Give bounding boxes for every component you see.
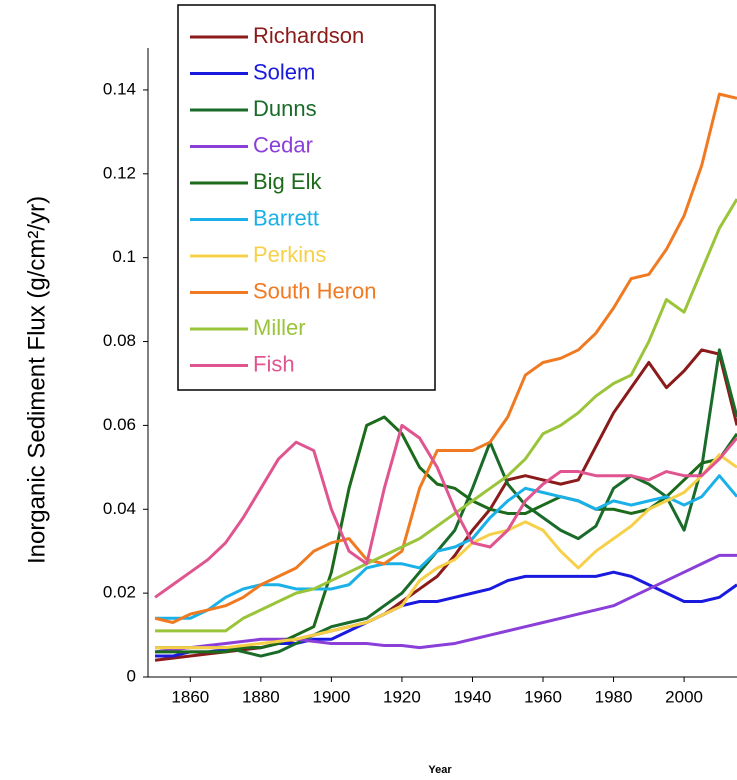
series-line [154, 348, 737, 662]
x-tick-label: 1860 [171, 687, 209, 706]
x-tick-label: 1980 [595, 687, 633, 706]
y-tick-label: 0 [127, 666, 136, 685]
series-line [155, 474, 737, 620]
legend-box [177, 4, 436, 391]
legend-label: Solem [253, 59, 315, 84]
series-line [155, 415, 737, 654]
y-tick-label: 0.08 [103, 331, 136, 350]
y-tick-label: 0.12 [103, 163, 136, 182]
legend-label: Fish [253, 351, 295, 376]
x-axis-label: Year [428, 764, 452, 776]
series-line [155, 348, 737, 658]
y-tick-label: 0.06 [103, 415, 136, 434]
series-line [155, 198, 737, 633]
legend-label: South Heron [253, 278, 377, 303]
legend-label: Barrett [253, 205, 319, 230]
x-tick-label: 2000 [665, 687, 703, 706]
series-line [154, 92, 737, 624]
x-tick-label: 1880 [242, 687, 280, 706]
legend-label: Richardson [253, 23, 364, 48]
y-tick-label: 0.14 [103, 79, 136, 98]
series-line [154, 423, 737, 599]
legend-label: Cedar [253, 132, 313, 157]
legend-label: Perkins [253, 242, 326, 267]
y-axis-label: Inorganic Sediment Flux (g/cm²/yr) [23, 196, 50, 564]
series-line [155, 453, 737, 650]
x-tick-label: 1920 [383, 687, 421, 706]
series-line [154, 553, 737, 654]
x-tick-label: 1900 [312, 687, 350, 706]
x-tick-label: 1940 [454, 687, 492, 706]
legend-label: Miller [253, 315, 306, 340]
legend-label: Big Elk [253, 169, 322, 194]
legend-label: Dunns [253, 96, 317, 121]
y-tick-label: 0.1 [112, 247, 136, 266]
x-tick-label: 1960 [524, 687, 562, 706]
y-tick-label: 0.04 [103, 499, 136, 518]
y-tick-label: 0.02 [103, 583, 136, 602]
